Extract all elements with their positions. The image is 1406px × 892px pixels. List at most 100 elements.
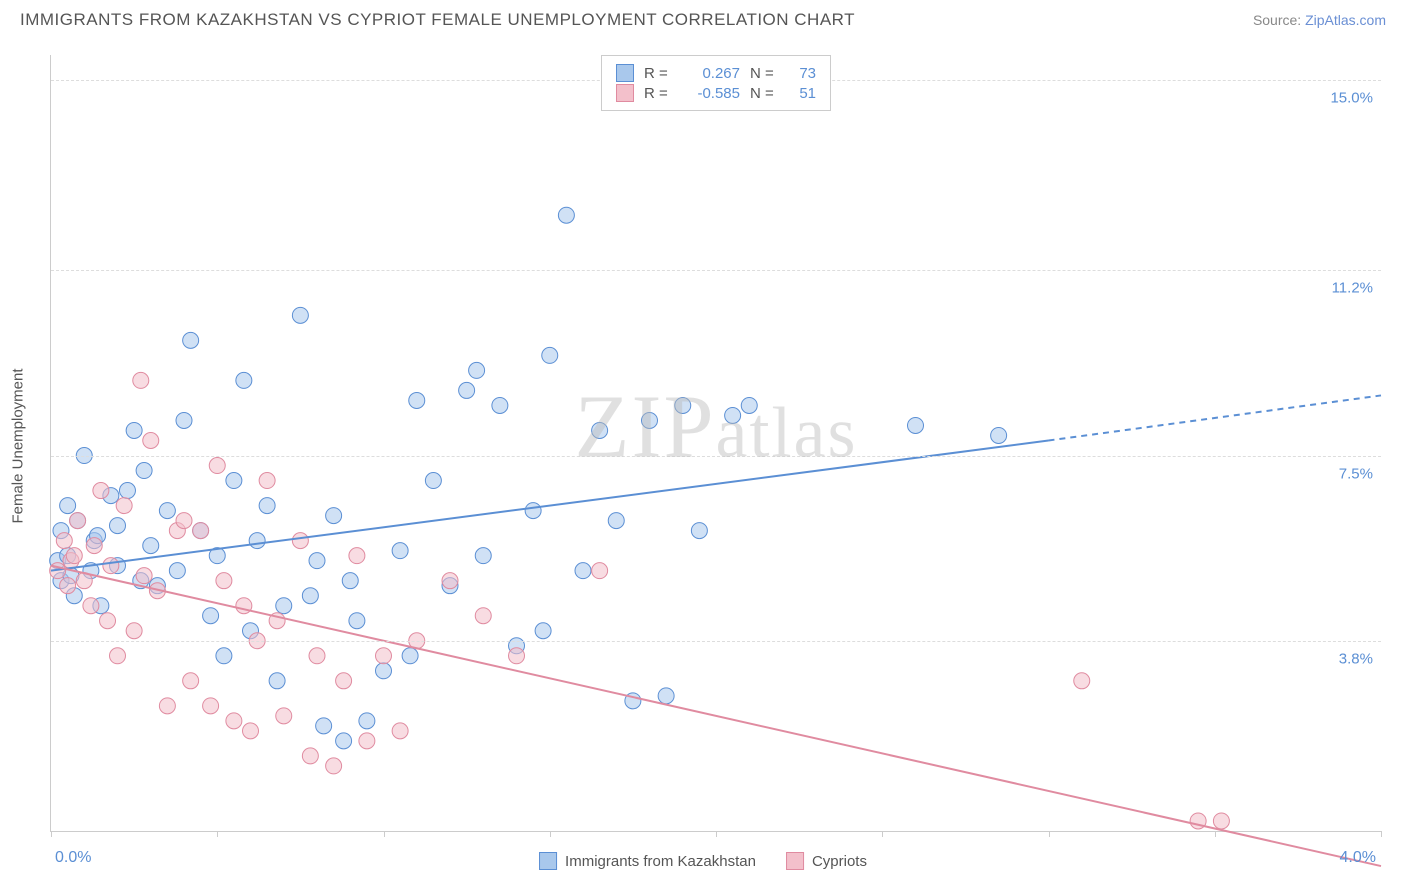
data-point — [136, 463, 152, 479]
data-point — [908, 417, 924, 433]
data-point — [409, 392, 425, 408]
legend-label: Cypriots — [812, 853, 867, 870]
gridline — [51, 641, 1381, 642]
data-point — [492, 397, 508, 413]
r-value: 0.267 — [680, 65, 740, 82]
data-point — [359, 733, 375, 749]
data-point — [359, 713, 375, 729]
data-point — [991, 427, 1007, 443]
legend-row: R =-0.585N =51 — [616, 84, 816, 102]
data-point — [119, 483, 135, 499]
data-point — [243, 723, 259, 739]
data-point — [126, 623, 142, 639]
source-link[interactable]: ZipAtlas.com — [1305, 12, 1386, 28]
data-point — [509, 648, 525, 664]
legend-label: Immigrants from Kazakhstan — [565, 853, 756, 870]
data-point — [183, 673, 199, 689]
data-point — [269, 673, 285, 689]
x-tick — [384, 831, 385, 837]
legend-item: Immigrants from Kazakhstan — [539, 852, 756, 870]
x-tick — [1049, 831, 1050, 837]
x-axis-max-label: 4.0% — [1340, 849, 1376, 867]
data-point — [542, 347, 558, 363]
data-point — [376, 663, 392, 679]
data-point — [342, 573, 358, 589]
y-tick-label: 11.2% — [1332, 280, 1373, 297]
x-tick — [1381, 831, 1382, 837]
correlation-legend: R =0.267N =73R =-0.585N =51 — [601, 55, 831, 111]
data-point — [725, 407, 741, 423]
chart-plot-area: ZIPatlas R =0.267N =73R =-0.585N =51 3.8… — [50, 55, 1381, 832]
legend-row: R =0.267N =73 — [616, 64, 816, 82]
data-point — [183, 332, 199, 348]
data-point — [143, 538, 159, 554]
data-point — [475, 608, 491, 624]
data-point — [336, 733, 352, 749]
data-point — [110, 518, 126, 534]
data-point — [60, 498, 76, 514]
data-point — [535, 623, 551, 639]
data-point — [176, 513, 192, 529]
data-point — [100, 613, 116, 629]
chart-header: IMMIGRANTS FROM KAZAKHSTAN VS CYPRIOT FE… — [0, 0, 1406, 35]
data-point — [292, 307, 308, 323]
legend-swatch — [539, 852, 557, 870]
data-point — [176, 412, 192, 428]
y-tick-label: 3.8% — [1339, 650, 1373, 667]
y-tick-label: 15.0% — [1330, 90, 1373, 107]
chart-title: IMMIGRANTS FROM KAZAKHSTAN VS CYPRIOT FE… — [20, 10, 855, 30]
data-point — [336, 673, 352, 689]
data-point — [459, 382, 475, 398]
data-point — [110, 648, 126, 664]
data-point — [302, 748, 318, 764]
n-label: N = — [750, 85, 776, 102]
data-point — [60, 578, 76, 594]
data-point — [216, 573, 232, 589]
data-point — [259, 473, 275, 489]
data-point — [193, 523, 209, 539]
data-point — [159, 503, 175, 519]
x-tick — [51, 831, 52, 837]
data-point — [1213, 813, 1229, 829]
data-point — [558, 207, 574, 223]
legend-swatch — [616, 64, 634, 82]
data-point — [1074, 673, 1090, 689]
data-point — [349, 548, 365, 564]
trend-line — [51, 440, 1049, 570]
data-point — [302, 588, 318, 604]
data-point — [116, 498, 132, 514]
data-point — [575, 563, 591, 579]
data-point — [216, 648, 232, 664]
data-point — [249, 533, 265, 549]
data-point — [475, 548, 491, 564]
data-point — [309, 648, 325, 664]
data-point — [103, 558, 119, 574]
n-value: 73 — [786, 65, 816, 82]
data-point — [442, 573, 458, 589]
n-value: 51 — [786, 85, 816, 102]
data-point — [392, 543, 408, 559]
data-point — [143, 432, 159, 448]
x-tick — [217, 831, 218, 837]
data-point — [259, 498, 275, 514]
x-tick — [1215, 831, 1216, 837]
data-point — [525, 503, 541, 519]
legend-swatch — [786, 852, 804, 870]
data-point — [203, 608, 219, 624]
data-point — [226, 713, 242, 729]
data-point — [169, 563, 185, 579]
data-point — [469, 362, 485, 378]
series-legend: Immigrants from Kazakhstan Cypriots — [539, 852, 867, 870]
data-point — [642, 412, 658, 428]
data-point — [203, 698, 219, 714]
data-point — [675, 397, 691, 413]
data-point — [86, 538, 102, 554]
n-label: N = — [750, 65, 776, 82]
legend-item: Cypriots — [786, 852, 867, 870]
data-point — [691, 523, 707, 539]
data-point — [70, 513, 86, 529]
data-point — [292, 533, 308, 549]
source-prefix: Source: — [1253, 12, 1305, 28]
data-point — [392, 723, 408, 739]
data-point — [658, 688, 674, 704]
